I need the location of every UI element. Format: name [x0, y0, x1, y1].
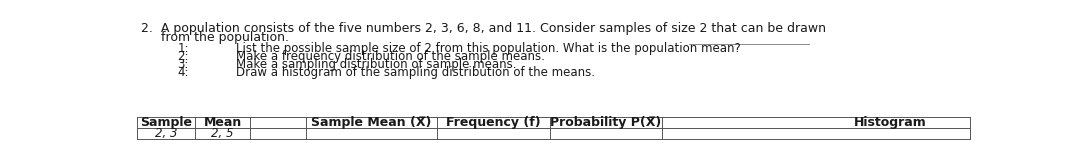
- Text: 3:: 3:: [177, 58, 189, 71]
- Text: 2.  A population consists of the five numbers 2, 3, 6, 8, and 11. Consider sampl: 2. A population consists of the five num…: [141, 22, 826, 35]
- Text: from the population.: from the population.: [141, 31, 289, 44]
- Text: List the possible sample size of 2 from this population. What is the population : List the possible sample size of 2 from …: [235, 42, 741, 55]
- Text: Histogram: Histogram: [853, 116, 927, 129]
- Text: 1:: 1:: [177, 42, 189, 55]
- Text: Sample: Sample: [140, 116, 192, 129]
- Text: 2:: 2:: [177, 50, 189, 63]
- Text: Frequency (f): Frequency (f): [446, 116, 541, 129]
- Text: 2, 3: 2, 3: [154, 127, 177, 140]
- Text: Make a frequency distribution of the sample means.: Make a frequency distribution of the sam…: [235, 50, 544, 63]
- Text: Probability P(X̅): Probability P(X̅): [550, 116, 661, 129]
- Text: Draw a histogram of the sampling distribution of the means.: Draw a histogram of the sampling distrib…: [235, 66, 595, 79]
- Text: Make a sampling distribution of sample means.: Make a sampling distribution of sample m…: [235, 58, 516, 71]
- Text: 2, 5: 2, 5: [212, 127, 234, 140]
- Text: Mean: Mean: [203, 116, 242, 129]
- Text: Sample Mean (X̅): Sample Mean (X̅): [311, 116, 432, 129]
- Text: 4:: 4:: [177, 66, 189, 79]
